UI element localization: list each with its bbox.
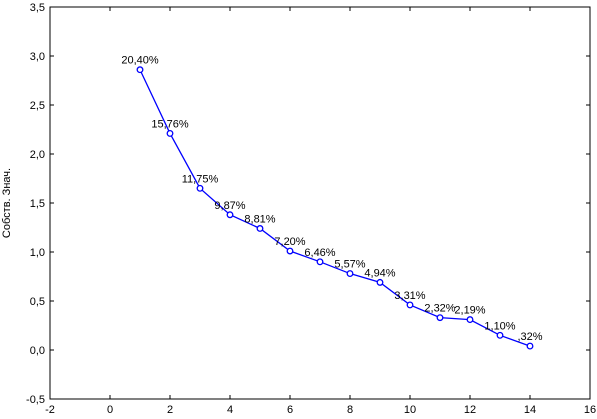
y-tick-label: 2,5 xyxy=(30,100,45,112)
data-label: 3,31% xyxy=(394,290,425,302)
y-tick-label: 1,5 xyxy=(30,198,45,210)
data-point xyxy=(526,342,534,350)
data-label: 20,40% xyxy=(121,55,159,67)
x-tick-label: -2 xyxy=(45,404,55,416)
data-point xyxy=(466,316,474,324)
y-tick-label: 2,0 xyxy=(30,149,45,161)
data-label: 2,32% xyxy=(424,303,455,315)
data-point xyxy=(376,278,384,286)
y-tick-label: 3,0 xyxy=(30,51,45,63)
data-label: 6,46% xyxy=(304,247,335,259)
data-point xyxy=(496,331,504,339)
data-label: 9,87% xyxy=(214,200,245,212)
y-axis-title: Собств. Знач. xyxy=(1,168,13,238)
data-label: 15,76% xyxy=(151,118,189,130)
x-tick-label: 6 xyxy=(287,404,293,416)
data-point xyxy=(256,225,264,232)
series-layer xyxy=(136,66,534,350)
y-tick-label: 3,5 xyxy=(30,2,45,14)
data-label: 4,94% xyxy=(364,267,395,279)
data-point xyxy=(226,211,234,219)
y-tick-label: 1,0 xyxy=(30,247,45,259)
x-tick-label: 10 xyxy=(404,404,416,416)
data-label: 1,10% xyxy=(484,320,515,332)
series-line xyxy=(139,69,531,347)
data-point xyxy=(316,258,324,266)
data-point xyxy=(196,184,204,192)
x-tick-label: 8 xyxy=(347,404,353,416)
y-axis-tick-labels: -0,5 0,0 0,5 1,0 1,5 2,0 2,5 3,0 3,5 xyxy=(26,2,45,406)
data-label: 5,57% xyxy=(334,259,365,271)
data-point xyxy=(436,314,444,322)
x-tick-label: 14 xyxy=(524,404,536,416)
data-label: ,32% xyxy=(517,331,542,343)
data-label: 11,75% xyxy=(182,173,219,185)
data-point xyxy=(166,129,174,137)
data-label: 8,81% xyxy=(244,213,275,225)
axis-ticks xyxy=(49,6,591,400)
data-labels: 20,40% 15,76% 11,75% 9,87%8,81% 7,20%6,46%5,… xyxy=(121,55,542,343)
data-label: 7,20% xyxy=(274,236,305,248)
x-axis-tick-labels: -2 0 2 4 6 8 10 12 14 16 xyxy=(45,404,596,416)
data-point xyxy=(346,270,354,278)
x-tick-label: 0 xyxy=(107,404,113,416)
x-tick-label: 12 xyxy=(464,404,476,416)
x-tick-label: 16 xyxy=(584,404,596,416)
x-tick-label: 2 xyxy=(167,404,173,416)
x-tick-label: 4 xyxy=(227,404,233,416)
y-tick-label: -0,5 xyxy=(26,394,45,406)
data-label: 2,19% xyxy=(454,305,485,317)
data-point xyxy=(406,301,414,309)
data-point xyxy=(286,247,294,255)
y-tick-label: 0,0 xyxy=(30,345,45,357)
y-tick-label: 0,5 xyxy=(30,296,45,308)
data-point xyxy=(136,66,144,74)
